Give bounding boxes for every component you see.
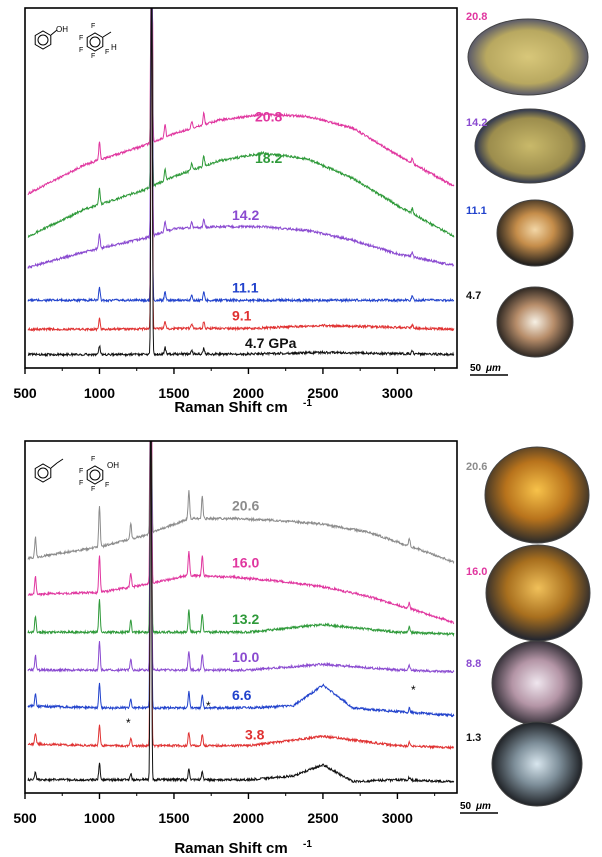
series-label: 3.8 (245, 727, 265, 743)
micrograph-pressure-label: 4.7 (466, 290, 481, 302)
x-axis-label: Raman Shift cm (174, 840, 287, 857)
series-line-11.1 (28, 8, 454, 301)
scale-bar-unit: μm (475, 801, 491, 812)
x-axis-label: Raman Shift cm (174, 399, 287, 416)
series-label: 1.3 GPa (0, 0, 52, 3)
x-tick-label: 500 (13, 810, 37, 826)
f-label: F (91, 23, 95, 30)
chart-panel-2: 20.6 16.0 13.2 10.0 6.6 3.8 1.3 GPa 500 1000 1500… (0, 0, 457, 857)
aromatic-circle-icon (38, 468, 48, 478)
bond-line (51, 463, 57, 468)
x-tick-label: 3000 (382, 385, 413, 401)
x-tick-label: 2000 (233, 810, 264, 826)
x-tick-label: 1000 (84, 385, 115, 401)
f-label: F (105, 482, 109, 489)
f-label: F (105, 49, 109, 56)
micrograph-image (475, 109, 585, 183)
micrograph-1: 20.8 (466, 11, 588, 95)
x-tick-label: 1500 (158, 810, 189, 826)
x-tick-label: 2500 (307, 385, 338, 401)
oh-label: OH (107, 461, 119, 470)
aromatic-circle-icon (90, 37, 100, 47)
series-label: 16.0 (232, 554, 259, 570)
x-tick-label: 500 (13, 385, 37, 401)
micrograph-4: 4.7 (466, 287, 573, 357)
series-line-20.8 (28, 8, 454, 195)
f-label: F (79, 480, 83, 487)
micrograph-6: 16.0 (466, 545, 590, 641)
f-label: F (91, 53, 95, 60)
series-label: 14.2 (232, 207, 259, 223)
micrograph-pressure-label: 20.6 (466, 461, 487, 473)
scale-bar-unit: μm (485, 363, 501, 374)
micrograph-3: 11.1 (466, 200, 573, 266)
micrograph-image (492, 722, 582, 806)
x-tick-label: 2500 (307, 810, 338, 826)
scale-bar-value: 50 (460, 801, 472, 812)
f-label: F (91, 486, 95, 493)
micrograph-5: 20.6 (466, 447, 589, 543)
x-axis-label-sup: -1 (303, 398, 312, 409)
micrograph-image (485, 447, 589, 543)
series-label: 9.1 (232, 308, 252, 324)
micrograph-pressure-label: 20.8 (466, 11, 487, 23)
micrograph-8: 1.3 (466, 722, 582, 806)
chart-panel-1: 20.8 18.2 14.2 11.1 9.1 4.7 GPa 500 1000 1500 200… (13, 8, 457, 416)
asterisk-marker: * (411, 683, 416, 697)
scale-bar: 50 μm (470, 363, 508, 375)
asterisk-marker: * (126, 716, 131, 730)
scale-bar-value: 50 (470, 363, 482, 374)
series-label: 6.6 (232, 687, 252, 703)
series-line-13.2 (28, 441, 454, 635)
series-label: 10.0 (232, 649, 259, 665)
x-tick-label: 1000 (84, 810, 115, 826)
f-label: F (79, 47, 83, 54)
series-line-14.2 (28, 8, 454, 269)
micrograph-7: 8.8 (466, 641, 582, 725)
series-label: 18.2 (255, 150, 282, 166)
micrograph-image (497, 200, 573, 266)
series-line-4.7-GPa (28, 8, 454, 356)
micrograph-image (497, 287, 573, 357)
series-label: 11.1 (232, 279, 259, 295)
micrograph-image (492, 641, 582, 725)
micrograph-image (468, 19, 588, 95)
scale-bar: 50 μm (460, 801, 498, 813)
micrograph-pressure-label: 16.0 (466, 566, 487, 578)
f-label: F (79, 468, 83, 475)
f-label: F (79, 35, 83, 42)
series-label: 20.6 (232, 498, 259, 514)
asterisk-marker: * (206, 699, 211, 713)
series-label: 4.7 GPa (245, 335, 297, 351)
x-tick-label: 3000 (382, 810, 413, 826)
x-axis-label-sup: -1 (303, 839, 312, 850)
series-line-18.2 (28, 8, 454, 238)
aromatic-circle-icon (38, 35, 48, 45)
series-label: 13.2 (232, 611, 259, 627)
micrograph-image (486, 545, 590, 641)
bond-line (103, 32, 111, 37)
series-label: 20.8 (255, 108, 282, 124)
h-label: H (111, 43, 117, 52)
micrograph-2: 14.2 (466, 109, 585, 183)
bond-line (57, 459, 63, 463)
oh-label: OH (56, 25, 68, 34)
micrograph-pressure-label: 8.8 (466, 658, 481, 670)
micrograph-pressure-label: 1.3 (466, 732, 481, 744)
micrograph-pressure-label: 14.2 (466, 117, 487, 129)
f-label: F (91, 456, 95, 463)
micrograph-pressure-label: 11.1 (466, 205, 487, 217)
aromatic-circle-icon (90, 470, 100, 480)
